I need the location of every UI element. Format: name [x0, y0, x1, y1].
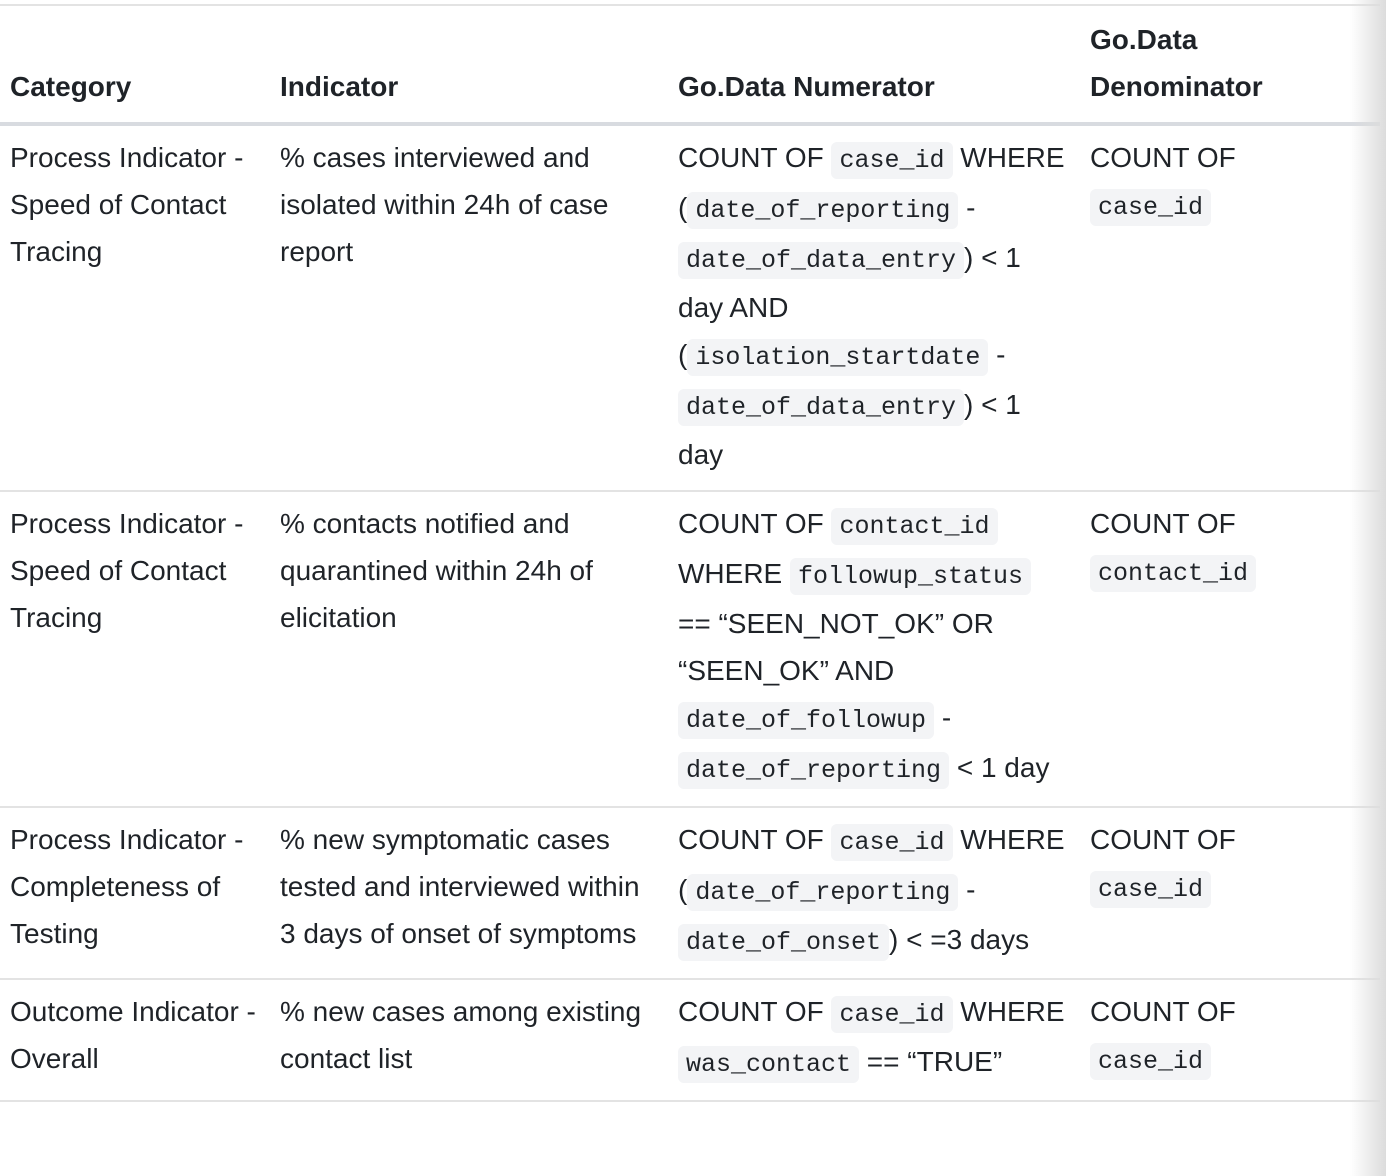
table-row: Outcome Indicator - Overall % new cases a…	[0, 979, 1380, 1101]
numerator-field-code: date_of_followup	[678, 702, 935, 739]
table-row: Process Indicator - Speed of Contact Tra…	[0, 491, 1380, 807]
cell-numerator: COUNT OF case_id WHERE was_contact == “T…	[668, 979, 1080, 1101]
cell-numerator: COUNT OF contact_id WHERE followup_statu…	[668, 491, 1080, 807]
numerator-field-code: date_of_reporting	[678, 752, 950, 789]
cell-numerator: COUNT OF case_id WHERE (date_of_reportin…	[668, 124, 1080, 491]
denominator-field-code: case_id	[1090, 189, 1212, 226]
numerator-field-code: date_of_onset	[678, 924, 890, 961]
cell-category: Process Indicator - Speed of Contact Tra…	[10, 508, 244, 633]
numerator-field-code: case_id	[831, 824, 953, 861]
header-indicator: Indicator	[280, 71, 399, 102]
numerator-text: ) < 1 day	[678, 389, 1021, 470]
cell-category: Process Indicator - Speed of Contact Tra…	[10, 142, 244, 267]
header-denominator-line1: Go.Data	[1090, 24, 1198, 55]
header-row: Category Indicator Go.Data Numerator Go.…	[0, 5, 1380, 124]
numerator-text: -	[958, 192, 976, 223]
numerator-text: ) < =3 days	[889, 924, 1030, 955]
numerator-field-code: contact_id	[831, 508, 998, 545]
denominator-text: COUNT OF	[1090, 996, 1236, 1027]
indicators-table: Category Indicator Go.Data Numerator Go.…	[0, 4, 1380, 1102]
numerator-text: COUNT OF	[678, 142, 832, 173]
numerator-text: -	[988, 339, 1006, 370]
numerator-text: COUNT OF	[678, 824, 832, 855]
numerator-field-code: date_of_reporting	[687, 192, 959, 229]
numerator-text: WHERE (	[678, 824, 1065, 905]
denominator-field-code: case_id	[1090, 871, 1212, 908]
numerator-field-code: case_id	[831, 996, 953, 1033]
table-row: Process Indicator - Speed of Contact Tra…	[0, 124, 1380, 491]
denominator-text: COUNT OF	[1090, 508, 1236, 539]
denominator-text: COUNT OF	[1090, 142, 1236, 173]
numerator-field-code: followup_status	[790, 558, 1032, 595]
numerator-text: -	[958, 874, 976, 905]
numerator-text: COUNT OF	[678, 996, 832, 1027]
header-numerator: Go.Data Numerator	[678, 71, 935, 102]
denominator-text: COUNT OF	[1090, 824, 1236, 855]
numerator-field-code: date_of_data_entry	[678, 242, 965, 279]
numerator-field-code: was_contact	[678, 1046, 860, 1083]
numerator-field-code: date_of_data_entry	[678, 389, 965, 426]
table-row: Process Indicator - Completeness of Test…	[0, 807, 1380, 979]
cell-indicator: % new symptomatic cases tested and inter…	[280, 824, 640, 949]
numerator-field-code: isolation_startdate	[687, 339, 989, 376]
header-category: Category	[10, 71, 132, 102]
cell-indicator: % contacts notified and quarantined with…	[280, 508, 593, 633]
cell-indicator: % cases interviewed and isolated within …	[280, 142, 609, 267]
numerator-text: COUNT OF	[678, 508, 832, 539]
numerator-text: WHERE	[952, 996, 1065, 1027]
table-body: Process Indicator - Speed of Contact Tra…	[0, 124, 1380, 1101]
cell-denominator: COUNT OF contact_id	[1080, 491, 1380, 807]
numerator-text: < 1 day	[949, 752, 1050, 783]
header-denominator: Go.Data Denominator	[1080, 5, 1380, 124]
numerator-text: == “SEEN_NOT_OK” OR “SEEN_OK” AND	[678, 608, 994, 686]
cell-denominator: COUNT OF case_id	[1080, 124, 1380, 491]
table-header: Category Indicator Go.Data Numerator Go.…	[0, 5, 1380, 124]
numerator-text: WHERE (	[678, 142, 1065, 223]
numerator-text: -	[934, 702, 952, 733]
denominator-field-code: contact_id	[1090, 555, 1257, 592]
numerator-text: WHERE	[678, 558, 790, 589]
denominator-field-code: case_id	[1090, 1043, 1212, 1080]
cell-category: Process Indicator - Completeness of Test…	[10, 824, 244, 949]
numerator-text: == “TRUE”	[859, 1046, 1003, 1077]
numerator-field-code: case_id	[831, 142, 953, 179]
cell-numerator: COUNT OF case_id WHERE (date_of_reportin…	[668, 807, 1080, 979]
numerator-field-code: date_of_reporting	[687, 874, 959, 911]
numerator-text: ) < 1 day AND (	[678, 242, 1021, 370]
cell-category: Outcome Indicator - Overall	[10, 996, 256, 1074]
cell-denominator: COUNT OF case_id	[1080, 807, 1380, 979]
header-denominator-line2: Denominator	[1090, 71, 1263, 102]
cell-denominator: COUNT OF case_id	[1080, 979, 1380, 1101]
scroll-edge-shade	[1350, 0, 1386, 1176]
cell-indicator: % new cases among existing contact list	[280, 996, 642, 1074]
